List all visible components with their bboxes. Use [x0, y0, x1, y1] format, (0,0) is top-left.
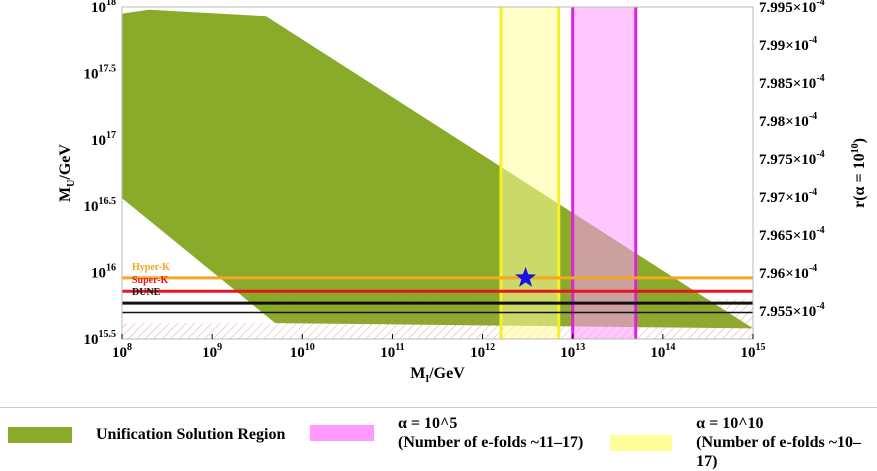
legend-label-alpha-1e10: α = 10^10 (Number of e-folds ~10–17) — [696, 414, 877, 471]
legend-swatch-alpha-1e5 — [310, 425, 374, 441]
y-tick-label: 1018 — [91, 0, 116, 16]
star-marker — [515, 266, 536, 287]
x-tick-label: 109 — [202, 342, 222, 361]
y-tick-label: 1017.5 — [84, 63, 117, 82]
legend-swatch-unification — [8, 426, 72, 443]
x-tick-label: 1014 — [650, 342, 675, 361]
y-axis-title: MU/GeV — [57, 144, 77, 202]
y-tick-label: 1017 — [91, 130, 116, 149]
legend-alpha-1e5-line1: α = 10^5 — [398, 415, 458, 432]
x-tick-label: 1010 — [290, 342, 315, 361]
band-0 — [572, 7, 636, 339]
y-tick-label: 1015.5 — [84, 329, 117, 348]
legend-swatch-alpha-1e10 — [610, 434, 673, 451]
legend-alpha-1e10-line1: α = 10^10 — [696, 415, 764, 432]
legend-item-alpha-1e5: α = 10^5 (Number of e-folds ~11–17) — [310, 414, 583, 452]
y2-tick-label: 7.965×10-4 — [759, 225, 825, 244]
x-tick-label: 1012 — [470, 342, 495, 361]
y2-axis-title: r(α = 1010) — [850, 138, 868, 208]
x-tick-label: 108 — [112, 342, 132, 361]
y2-tick-label: 7.985×10-4 — [759, 73, 825, 92]
legend-item-alpha-1e10: α = 10^10 (Number of e-folds ~10–17) — [610, 414, 877, 471]
legend-label-alpha-1e5: α = 10^5 (Number of e-folds ~11–17) — [398, 414, 583, 452]
legend-alpha-1e10-line2: (Number of e-folds ~10–17) — [696, 434, 862, 470]
y2-tick-label: 7.975×10-4 — [759, 149, 825, 168]
y-tick-label: 1016 — [91, 263, 116, 282]
hline-label-super-k: Super-K — [132, 275, 169, 286]
y2-tick-label: 7.99×10-4 — [759, 35, 817, 54]
x-tick-label: 1015 — [741, 342, 766, 361]
axes: 108 109 1010 1011 1012 1013 1014 1015 1015.5 1016… — [57, 0, 868, 385]
y2-tick-label: 7.98×10-4 — [759, 111, 817, 130]
hline-label-hyper-k: Hyper-K — [132, 262, 170, 273]
y2-tick-label: 7.995×10-4 — [759, 0, 825, 16]
y2-tick-label: 7.96×10-4 — [759, 263, 817, 282]
hatched-region-lower — [122, 323, 753, 339]
x-tick-label: 1013 — [560, 342, 585, 361]
band-1 — [500, 7, 559, 339]
legend: Unification Solution Region α = 10^5 (Nu… — [0, 407, 877, 470]
unification-region — [122, 9, 753, 329]
y2-tick-label: 7.97×10-4 — [759, 187, 817, 206]
hline-label-dune: DUNE — [132, 287, 161, 298]
plot-frame — [121, 6, 754, 340]
legend-item-unification: Unification Solution Region — [8, 425, 285, 444]
x-axis-title: MI/GeV — [410, 365, 465, 385]
legend-alpha-1e5-line2: (Number of e-folds ~11–17) — [398, 434, 584, 451]
x-tick-label: 1011 — [380, 342, 404, 361]
y-tick-label: 1016.5 — [84, 196, 117, 215]
y2-tick-label: 7.955×10-4 — [759, 301, 825, 320]
legend-label-unification: Unification Solution Region — [96, 426, 286, 443]
